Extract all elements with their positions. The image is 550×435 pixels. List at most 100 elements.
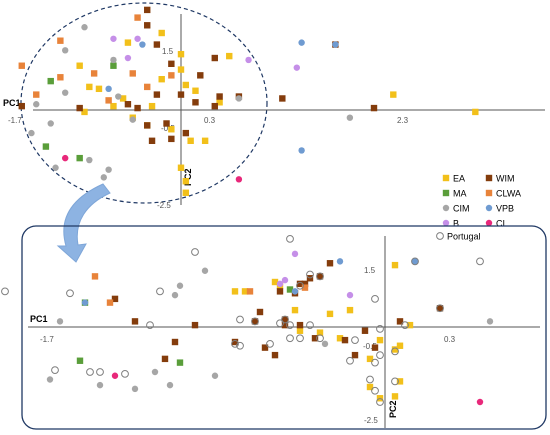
data-point-ea-top [86,83,93,91]
data-point-wim-bottom [281,321,289,329]
data-point-ma-top [42,143,50,150]
data-point-ci-top [61,154,69,162]
data-point-portugal-bottom [236,315,244,324]
data-point-b-top [110,35,117,42]
x-tick-label: 0.3 [204,116,216,125]
data-point-ea-bottom [271,278,279,286]
legend-label-clwa: CLWA [496,189,521,199]
data-point-cim-top [52,164,59,171]
data-point-clwa-bottom [301,284,309,291]
data-point-ea-bottom [336,335,344,342]
data-point-cim-top [235,95,243,102]
data-point-wim-bottom [231,338,239,346]
data-point-wim-bottom [341,336,349,344]
data-point-wim-bottom [171,338,179,346]
data-point-wim-top [18,102,25,110]
data-point-ci-bottom [476,398,484,406]
legend-label-ea: EA [453,174,465,184]
data-point-wim-top [76,104,83,112]
legend: EA WIM MA CLWA CIM VPB B CI [442,174,521,229]
data-point-wim-bottom [256,308,264,316]
data-point-ea-bottom [296,327,304,334]
data-point-wim-bottom [316,273,324,280]
data-point-b-top [293,64,300,71]
data-point-cim-bottom [176,282,184,289]
y-tick-label: 1.5 [364,266,376,275]
data-point-ea-bottom [391,346,399,353]
data-point-wim-bottom [436,305,444,312]
data-point-ea-top [168,126,175,133]
legend-marker-cim [442,204,450,212]
data-point-clwa-top [33,91,40,98]
x-tick-label: -1.7 [40,335,54,344]
data-point-ea-top [177,50,185,58]
data-point-cim-top [115,93,122,100]
data-point-b-top [245,56,252,64]
data-point-wim-bottom [111,295,119,303]
y-tick-label: 1.5 [162,47,174,56]
data-point-wim-top [168,135,175,143]
scatter-panel-top: PC1 PC2 -1.7 0.3 2.3 1.5 -0.5 -2.5 [3,2,545,210]
scatter-panel-bottom: PC1 PC2 -1.7 0.3 1.5 -0.5 -2.5 Portugal [1,225,547,430]
data-point-clwa-top [134,14,141,21]
data-point-ea-bottom [231,288,239,295]
data-point-wim-bottom [281,316,289,323]
legend-marker-vpb [485,204,493,212]
data-point-ea-top [216,99,223,106]
data-point-ea-bottom [396,378,404,385]
data-point-portugal-bottom [391,347,399,356]
data-point-ea-top [187,137,194,144]
data-point-portugal-bottom [281,315,289,324]
data-point-cim-bottom [321,340,329,348]
data-point-wim-top [182,129,190,137]
data-point-cim-top [61,89,69,96]
data-point-ea-top [226,52,233,60]
data-point-wim-top [134,104,141,112]
data-point-cim-bottom [151,368,159,376]
data-point-ea-bottom [366,355,374,363]
legend-label-portugal: Portugal [447,232,481,242]
data-point-cim-bottom [201,267,209,274]
data-point-b-bottom [281,276,289,284]
data-point-cim-bottom [46,376,54,383]
data-point-wim-bottom [296,280,304,288]
data-point-ea-bottom [391,261,399,269]
data-point-portugal-bottom [306,321,314,330]
data-point-vpb-top [332,41,339,48]
data-point-vpb-top [298,147,305,154]
data-point-ea-bottom [241,288,249,295]
data-point-wim-bottom [161,355,169,363]
data-point-clwa-top [90,70,98,77]
data-point-portugal-bottom [191,248,199,256]
selection-ellipse [20,2,268,204]
y-axis-label-top: PC2 [183,168,193,186]
data-point-portugal-bottom [411,257,419,266]
data-point-wim-top [168,60,175,67]
zoom-frame [21,225,547,430]
data-point-ma-top [110,62,117,69]
data-point-cim-top [47,120,54,127]
data-point-ea-bottom [376,336,384,344]
legend-label-b: B [453,219,459,229]
data-point-ea-top [76,62,83,69]
data-point-wim-bottom [191,321,199,329]
x-axis-label-bottom: PC1 [30,314,48,324]
data-point-ea-top [158,29,165,37]
legend-marker-ma [442,189,450,197]
data-point-ea-top [182,178,190,185]
data-point-portugal-bottom [316,334,324,343]
data-point-wim-top [216,93,223,100]
data-point-wim-bottom [311,335,319,342]
data-point-ea-bottom [366,383,374,391]
data-point-vpb-top [105,85,112,93]
data-point-b-bottom [346,291,354,299]
legend-label-ci: CI [496,219,505,229]
data-point-portugal-bottom [371,386,379,395]
data-point-cim-top [100,174,108,181]
data-point-ea-top [192,87,199,94]
data-point-portugal-bottom [231,339,239,348]
data-point-wim-top [153,91,161,98]
data-point-portugal-bottom [306,270,314,279]
data-point-clwa-top [18,62,25,69]
